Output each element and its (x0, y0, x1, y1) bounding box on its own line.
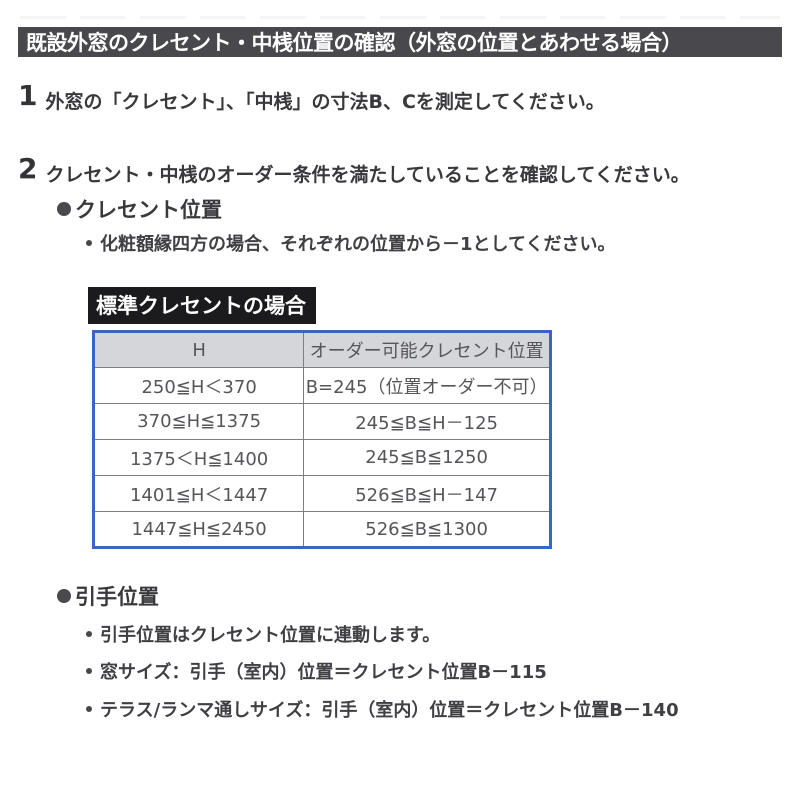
dot-icon (86, 240, 92, 246)
table-cell-position: 526≦B≦1300 (303, 511, 551, 548)
table-cell-h-range: 370≦H≦1375 (92, 403, 305, 440)
handle-note-text: テラス/ランマ通しサイズ：引手（室内）位置＝クレセント位置B－140 (100, 700, 679, 721)
step-1-text: 外窓の「クレセント」、「中桟」の寸法B、Cを測定してください。 (45, 91, 605, 113)
table-row: 1401≦H＜1447 526≦B≦H－147 (92, 475, 551, 512)
crescent-position-heading-label: クレセント位置 (75, 198, 222, 222)
dot-icon (86, 631, 92, 637)
crescent-position-table: H オーダー可能クレセント位置 250≦H＜370 B=245（位置オーダー不可… (92, 330, 552, 549)
step-1-number: 1 (18, 79, 38, 112)
page-title: 既設外窓のクレセント・中桟位置の確認（外窓の位置とあわせる場合） (26, 31, 683, 55)
step-1: 1 外窓の「クレセント」、「中桟」の寸法B、Cを測定してください。 (18, 82, 605, 114)
table-row: 250≦H＜370 B=245（位置オーダー不可） (92, 367, 551, 404)
handle-position-heading-label: 引手位置 (75, 585, 159, 609)
table-cell-h-range: 250≦H＜370 (92, 367, 305, 404)
table-cell-h-range: 1447≦H≦2450 (92, 511, 305, 548)
handle-note: 引手位置はクレセント位置に連動します。 (86, 621, 440, 647)
standard-crescent-label: 標準クレセントの場合 (88, 287, 316, 324)
bullet-icon (57, 589, 71, 603)
table-header-order-position: オーダー可能クレセント位置 (303, 331, 551, 368)
bullet-icon (57, 202, 71, 216)
table-cell-h-range: 1401≦H＜1447 (92, 475, 305, 512)
table-cell-h-range: 1375＜H≦1400 (92, 439, 305, 476)
table-row: 1447≦H≦2450 526≦B≦1300 (92, 511, 551, 548)
scan-artifact-strip (20, 16, 780, 19)
table-header-h: H (92, 331, 305, 368)
table-header-row: H オーダー可能クレセント位置 (92, 331, 551, 368)
table-row: 1375＜H≦1400 245≦B≦1250 (92, 439, 551, 476)
dot-icon (86, 706, 92, 712)
handle-note-text: 窓サイズ：引手（室内）位置＝クレセント位置B－115 (100, 662, 547, 683)
step-2-text: クレセント・中桟のオーダー条件を満たしていることを確認してください。 (45, 164, 690, 186)
table-cell-position: B=245（位置オーダー不可） (303, 367, 551, 404)
crescent-position-heading: クレセント位置 (57, 194, 222, 224)
handle-note: 窓サイズ：引手（室内）位置＝クレセント位置B－115 (86, 658, 547, 684)
table-cell-position: 526≦B≦H－147 (303, 475, 551, 512)
table-cell-position: 245≦B≦H－125 (303, 403, 551, 440)
handle-position-heading: 引手位置 (57, 581, 159, 611)
handle-note-text: 引手位置はクレセント位置に連動します。 (100, 625, 441, 646)
handle-note: テラス/ランマ通しサイズ：引手（室内）位置＝クレセント位置B－140 (86, 696, 679, 722)
dot-icon (86, 668, 92, 674)
crescent-note-text: 化粧額縁四方の場合、それぞれの位置から－1としてください。 (100, 234, 616, 255)
crescent-note: 化粧額縁四方の場合、それぞれの位置から－1としてください。 (86, 230, 615, 256)
step-2: 2 クレセント・中桟のオーダー条件を満たしていることを確認してください。 (18, 155, 690, 187)
step-2-number: 2 (18, 152, 38, 185)
table-cell-position: 245≦B≦1250 (303, 439, 551, 476)
page-title-bar: 既設外窓のクレセント・中桟位置の確認（外窓の位置とあわせる場合） (18, 27, 782, 57)
table-row: 370≦H≦1375 245≦B≦H－125 (92, 403, 551, 440)
